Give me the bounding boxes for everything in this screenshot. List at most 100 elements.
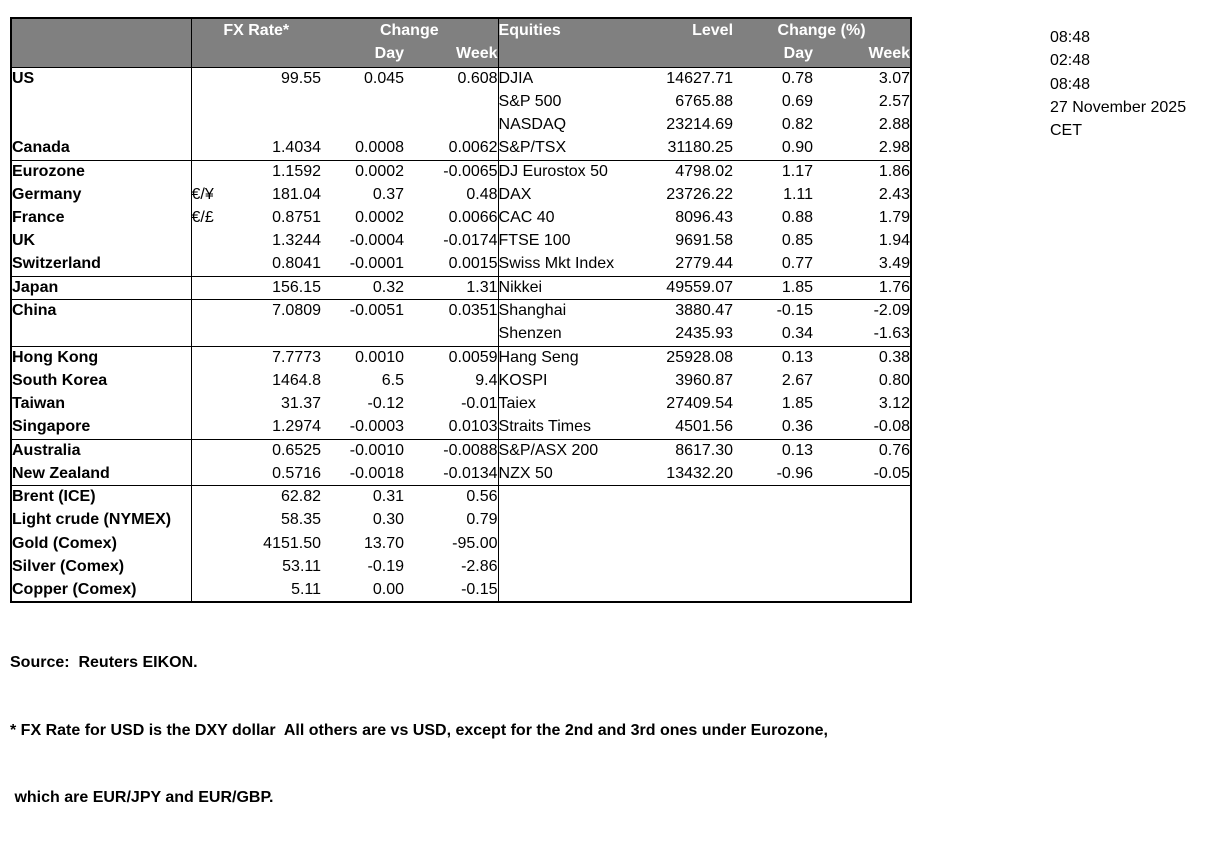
- fx-country-cell: [11, 323, 191, 346]
- equity-level-cell: 3880.47: [646, 298, 734, 323]
- equities-header: Equities: [497, 18, 647, 42]
- header-row-1: FX Rate* Change Equities Level Change (%…: [11, 18, 912, 42]
- fx-week-change-cell: 0.608: [457, 69, 498, 87]
- footnotes: Source: Reuters EIKON. * FX Rate for USD…: [10, 607, 828, 855]
- fx-rate-header: FX Rate*: [190, 18, 322, 42]
- fx-day-change-cell: -0.0004: [349, 232, 405, 250]
- equity-day-change-cell: 0.90: [781, 139, 814, 157]
- equities-week-subheader: Week: [813, 42, 912, 68]
- equity-day-change-cell: 0.13: [733, 345, 814, 370]
- table-row: Australia 0.6525 -0.0010 -0.0088 S&P/ASX 200…: [11, 438, 912, 463]
- equity-level-cell: 27409.54: [666, 395, 734, 413]
- equity-week-change-cell: 0.80: [878, 371, 911, 389]
- table-row: South Korea 1464.8 6.5 9.4 KOSPI 3960.87 2.67 0…: [11, 369, 911, 393]
- equity-week-change-cell: -0.08: [873, 418, 911, 436]
- fx-country-cell: Germany: [12, 185, 82, 203]
- fx-rate-cell: 31.37: [280, 395, 322, 413]
- equity-week-change-cell: -1.63: [873, 325, 911, 343]
- equity-level-cell: [646, 579, 733, 602]
- table-body: US 99.55 0.045 0.608 DJIA 14627.71 0.78 3.07 S&P…: [11, 67, 912, 602]
- fx-week-change-cell: -0.0134: [443, 464, 498, 482]
- equity-level-cell: 49559.07: [646, 275, 734, 300]
- equity-day-change-cell: 0.69: [781, 92, 814, 110]
- fx-rate-cell: 0.6525: [229, 438, 322, 463]
- equity-week-change-cell: 2.43: [878, 185, 911, 203]
- equity-name-cell: [497, 532, 647, 556]
- equity-level-cell: 23726.22: [666, 185, 734, 203]
- equity-name-cell: NASDAQ: [497, 113, 647, 137]
- fx-day-subheader: Day: [321, 42, 405, 68]
- equity-day-change-cell: 0.77: [781, 255, 814, 273]
- equity-week-change-cell: 2.57: [878, 92, 911, 110]
- equities-day-subheader: Day: [733, 42, 814, 68]
- fx-pair-symbol-cell: €/£: [190, 206, 229, 230]
- fx-pair-symbol-cell: [190, 508, 229, 532]
- empty-header-cell: [190, 42, 322, 68]
- equity-level-cell: [646, 509, 733, 532]
- equity-day-change-cell: -0.96: [776, 464, 814, 482]
- fx-pair-symbol-cell: [190, 555, 229, 579]
- equity-name-cell: S&P/ASX 200: [497, 438, 647, 463]
- equity-week-change-cell: 3.12: [878, 395, 911, 413]
- equity-level-cell: 4501.56: [675, 418, 734, 436]
- table-row: Hong Kong 7.7773 0.0010 0.0059 Hang Seng 2592…: [11, 345, 912, 370]
- equity-week-change-cell: [813, 532, 911, 555]
- fx-week-change-cell: -0.01: [461, 395, 498, 413]
- fx-pair-symbol-cell: [190, 345, 229, 370]
- fx-country-cell: Gold (Comex): [12, 534, 117, 552]
- fx-rate-cell: 1.2974: [272, 418, 322, 436]
- fx-week-change-cell: 0.48: [466, 185, 498, 203]
- fx-day-change-cell: 6.5: [381, 371, 405, 389]
- fx-week-change-cell: 1.31: [404, 275, 499, 300]
- fx-week-change-cell: -95.00: [452, 534, 498, 552]
- fx-day-change-cell: -0.0018: [349, 464, 405, 482]
- fx-day-change-cell: 13.70: [363, 534, 405, 552]
- table-row: Singapore 1.2974 -0.0003 0.0103 Straits Time…: [11, 415, 911, 439]
- fx-country-cell: Hong Kong: [11, 345, 191, 370]
- fx-country-cell: Copper (Comex): [12, 580, 137, 598]
- equity-day-change-cell: 1.11: [783, 185, 814, 203]
- fx-day-change-cell: -0.0010: [321, 438, 405, 463]
- equity-level-cell: 31180.25: [667, 139, 734, 157]
- fx-rate-cell: 99.55: [280, 69, 322, 87]
- equity-name-cell: S&P/TSX: [497, 136, 647, 160]
- fx-rate-cell: 1.3244: [272, 232, 322, 250]
- fx-day-change-cell: 0.0002: [355, 209, 405, 227]
- fx-day-change-cell: 0.0002: [321, 159, 405, 184]
- fx-day-change-cell: 0.045: [363, 69, 405, 87]
- fx-note-line2: which are EUR/JPY and EUR/GBP.: [10, 789, 274, 806]
- fx-rate-cell: [229, 90, 321, 113]
- fx-pair-symbol-cell: [190, 113, 229, 137]
- fx-rate-cell: [229, 114, 321, 137]
- fx-country-cell: Taiwan: [12, 395, 66, 413]
- fx-rate-cell: [229, 323, 321, 346]
- equity-day-change-cell: -0.15: [733, 298, 814, 323]
- fx-rate-cell: 62.82: [229, 484, 322, 509]
- equity-day-change-cell: [733, 532, 813, 555]
- fx-day-change-cell: 0.0010: [321, 345, 405, 370]
- equity-week-change-cell: 3.07: [878, 69, 911, 87]
- equity-name-cell: CAC 40: [497, 206, 647, 230]
- fx-rate-cell: 4151.50: [263, 534, 322, 552]
- fx-pair-symbol-cell: €/¥: [190, 183, 229, 207]
- fx-country-cell: Canada: [12, 139, 70, 157]
- fx-country-cell: US: [12, 69, 35, 87]
- table-row: US 99.55 0.045 0.608 DJIA 14627.71 0.78 3.07: [11, 67, 911, 91]
- fx-week-subheader: Week: [404, 42, 499, 68]
- equity-week-change-cell: 1.86: [813, 159, 912, 184]
- empty-header-cell: [497, 42, 647, 68]
- equity-name-cell: Straits Times: [497, 415, 647, 439]
- table-row: Japan 156.15 0.32 1.31 Nikkei 49559.07 1.85 1.7…: [11, 275, 912, 300]
- fx-country-cell: Singapore: [12, 418, 91, 436]
- fx-country-cell: Light crude (NYMEX): [12, 511, 172, 529]
- equity-day-change-cell: 1.17: [733, 159, 814, 184]
- table-row: France €/£ 0.8751 0.0002 0.0066 CAC 40 8096.43…: [11, 206, 911, 230]
- table-row: S&P 500 6765.88 0.69 2.57: [11, 90, 911, 114]
- fx-country-cell: UK: [12, 232, 36, 250]
- fx-week-change-cell: 0.56: [404, 484, 499, 509]
- fx-country-cell: Australia: [11, 438, 191, 463]
- fx-country-cell: France: [12, 209, 65, 227]
- fx-pair-symbol-cell: [190, 392, 229, 416]
- equity-day-change-cell: 1.85: [781, 395, 814, 413]
- fx-country-cell: China: [11, 298, 191, 323]
